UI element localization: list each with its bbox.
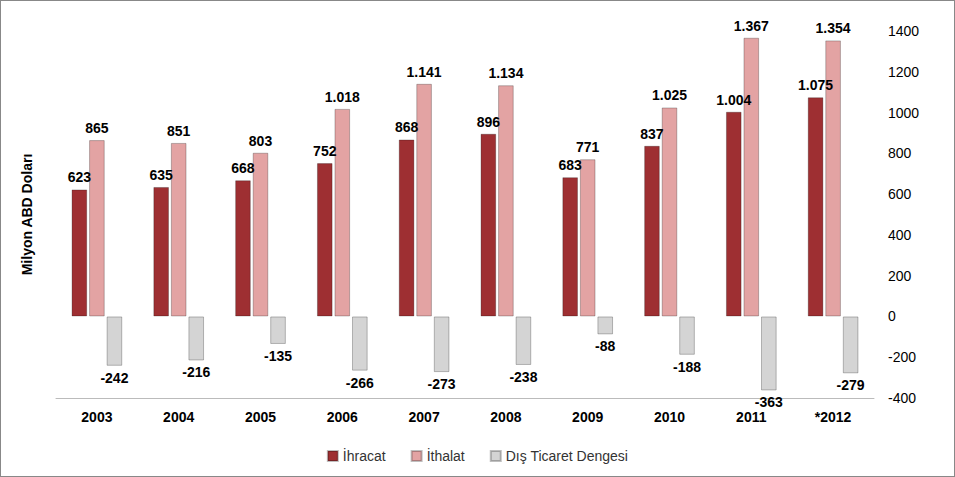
svg-text:2004: 2004	[163, 409, 194, 425]
svg-text:1.004: 1.004	[716, 92, 751, 108]
svg-text:896: 896	[477, 114, 501, 130]
svg-text:-88: -88	[595, 338, 615, 354]
svg-text:İthalat: İthalat	[427, 447, 465, 464]
svg-text:1200: 1200	[888, 64, 919, 80]
svg-text:Milyon ABD Doları: Milyon ABD Doları	[19, 154, 35, 276]
svg-text:851: 851	[167, 123, 191, 139]
svg-text:-266: -266	[346, 375, 374, 391]
svg-text:*2012: *2012	[815, 409, 852, 425]
svg-text:-238: -238	[509, 369, 537, 385]
svg-text:-279: -279	[837, 377, 865, 393]
svg-text:800: 800	[888, 145, 912, 161]
svg-text:1.134: 1.134	[488, 65, 523, 81]
svg-text:2003: 2003	[81, 409, 112, 425]
svg-text:İhracat: İhracat	[343, 447, 386, 464]
svg-text:-273: -273	[428, 376, 456, 392]
svg-text:1400: 1400	[888, 23, 919, 39]
svg-text:2006: 2006	[327, 409, 358, 425]
svg-text:752: 752	[313, 143, 337, 159]
svg-text:1.367: 1.367	[734, 18, 769, 34]
svg-text:635: 635	[149, 167, 173, 183]
svg-text:1000: 1000	[888, 105, 919, 121]
svg-text:623: 623	[68, 169, 92, 185]
svg-text:1.354: 1.354	[816, 20, 851, 36]
svg-text:-200: -200	[888, 349, 916, 365]
svg-text:-188: -188	[673, 359, 701, 375]
svg-text:1.025: 1.025	[652, 87, 687, 103]
svg-text:803: 803	[249, 133, 273, 149]
svg-text:-400: -400	[888, 390, 916, 406]
svg-text:683: 683	[558, 157, 582, 173]
svg-text:1.018: 1.018	[325, 89, 360, 105]
svg-text:2007: 2007	[409, 409, 440, 425]
svg-text:771: 771	[576, 139, 600, 155]
svg-text:1.075: 1.075	[798, 77, 833, 93]
svg-text:2008: 2008	[490, 409, 521, 425]
svg-text:-242: -242	[100, 370, 128, 386]
svg-text:2011: 2011	[736, 409, 767, 425]
svg-text:837: 837	[640, 126, 664, 142]
svg-text:2009: 2009	[572, 409, 603, 425]
svg-text:-135: -135	[264, 348, 292, 364]
svg-text:1.141: 1.141	[407, 64, 442, 80]
svg-text:-363: -363	[755, 394, 783, 410]
svg-text:-216: -216	[182, 364, 210, 380]
svg-text:868: 868	[395, 119, 419, 135]
svg-text:Dış Ticaret Dengesi: Dış Ticaret Dengesi	[506, 448, 628, 464]
svg-text:2005: 2005	[245, 409, 276, 425]
svg-text:400: 400	[888, 227, 912, 243]
svg-text:0: 0	[888, 308, 896, 324]
svg-text:2010: 2010	[654, 409, 685, 425]
svg-text:668: 668	[231, 160, 255, 176]
svg-text:865: 865	[85, 120, 109, 136]
svg-text:200: 200	[888, 268, 912, 284]
svg-text:600: 600	[888, 186, 912, 202]
